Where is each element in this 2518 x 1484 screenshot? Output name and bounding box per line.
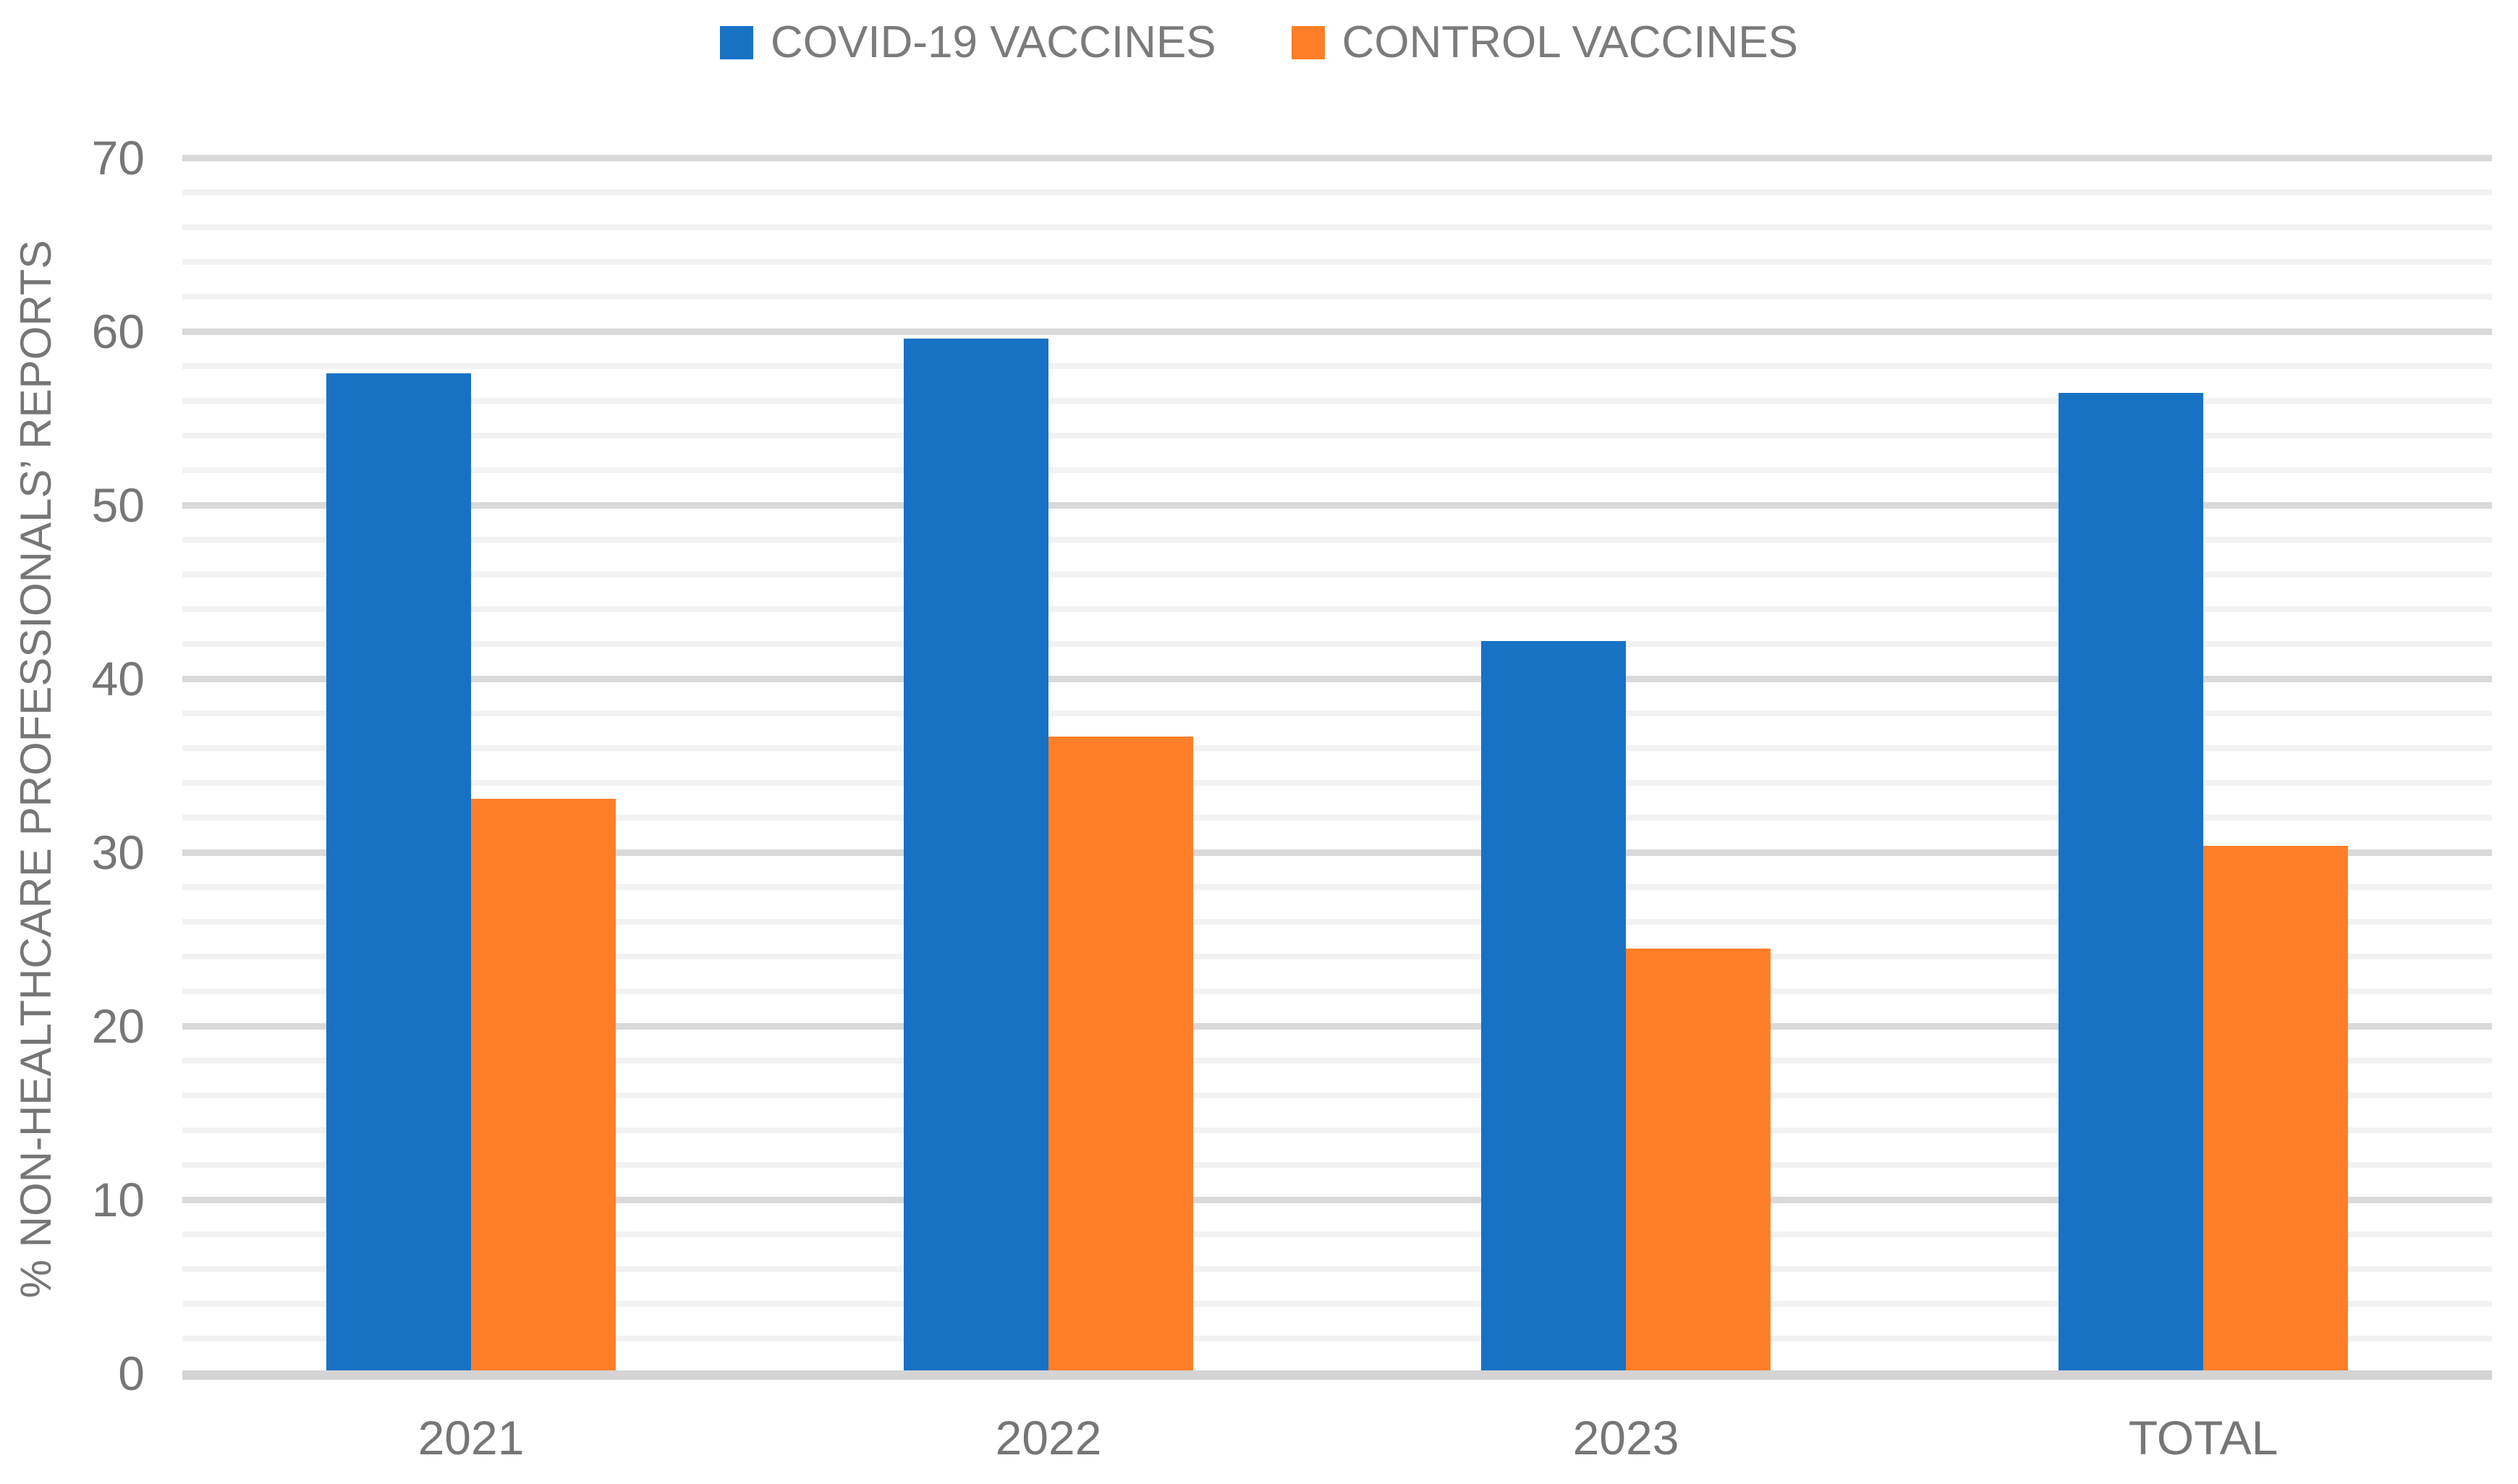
major-gridline-50 bbox=[182, 502, 2492, 509]
x-category-label-total: TOTAL bbox=[2128, 1411, 2279, 1464]
legend-item-covid-19-vaccines: COVID-19 VACCINES bbox=[720, 20, 1216, 65]
legend-swatch-icon bbox=[1291, 26, 1325, 59]
minor-gridline-2 bbox=[182, 1336, 2492, 1341]
y-tick-label-30: 30 bbox=[91, 826, 145, 879]
major-gridline-10 bbox=[182, 1197, 2492, 1203]
minor-gridline-46 bbox=[182, 572, 2492, 577]
y-tick-label-10: 10 bbox=[91, 1173, 145, 1226]
bar-covid-19-vaccines-2023 bbox=[1481, 641, 1626, 1370]
minor-gridline-22 bbox=[182, 988, 2492, 994]
x-category-label-2021: 2021 bbox=[417, 1411, 525, 1464]
x-category-label-2023: 2023 bbox=[1572, 1411, 1679, 1464]
y-tick-label-0: 0 bbox=[118, 1347, 145, 1400]
y-tick-label-50: 50 bbox=[91, 478, 145, 532]
bar-control-vaccines-2023 bbox=[1626, 948, 1771, 1370]
x-axis-line bbox=[182, 1370, 2492, 1380]
x-category-label-2022: 2022 bbox=[995, 1411, 1102, 1464]
minor-gridline-34 bbox=[182, 780, 2492, 786]
minor-gridline-18 bbox=[182, 1058, 2492, 1064]
legend-swatch-icon bbox=[720, 26, 753, 59]
minor-gridline-12 bbox=[182, 1162, 2492, 1168]
minor-gridline-8 bbox=[182, 1231, 2492, 1237]
bar-covid-19-vaccines-2022 bbox=[904, 339, 1048, 1370]
legend-label: CONTROL VACCINES bbox=[1341, 17, 1798, 67]
y-tick-label-20: 20 bbox=[91, 999, 145, 1053]
chart-legend: COVID-19 VACCINES CONTROL VACCINES bbox=[0, 10, 2518, 75]
y-tick-label-60: 60 bbox=[91, 305, 145, 358]
minor-gridline-16 bbox=[182, 1093, 2492, 1098]
y-tick-label-40: 40 bbox=[91, 652, 145, 705]
plot-area bbox=[182, 155, 2492, 1380]
minor-gridline-42 bbox=[182, 641, 2492, 647]
y-tick-label-70: 70 bbox=[91, 131, 145, 185]
major-gridline-30 bbox=[182, 849, 2492, 856]
minor-gridline-28 bbox=[182, 884, 2492, 890]
minor-gridline-68 bbox=[182, 190, 2492, 195]
bar-control-vaccines-2022 bbox=[1048, 737, 1193, 1370]
minor-gridline-58 bbox=[182, 363, 2492, 369]
minor-gridline-54 bbox=[182, 433, 2492, 438]
minor-gridline-36 bbox=[182, 745, 2492, 751]
legend-item-control-vaccines: CONTROL VACCINES bbox=[1291, 17, 1798, 67]
minor-gridline-64 bbox=[182, 259, 2492, 265]
minor-gridline-44 bbox=[182, 606, 2492, 612]
minor-gridline-48 bbox=[182, 537, 2492, 543]
bar-covid-19-vaccines-2021 bbox=[326, 373, 471, 1370]
bar-control-vaccines-total bbox=[2203, 846, 2348, 1370]
major-gridline-20 bbox=[182, 1023, 2492, 1030]
major-gridline-70 bbox=[182, 155, 2492, 161]
minor-gridline-66 bbox=[182, 224, 2492, 230]
major-gridline-40 bbox=[182, 676, 2492, 682]
minor-gridline-26 bbox=[182, 919, 2492, 925]
minor-gridline-52 bbox=[182, 467, 2492, 473]
minor-gridline-4 bbox=[182, 1301, 2492, 1307]
minor-gridline-24 bbox=[182, 954, 2492, 959]
major-gridline-60 bbox=[182, 328, 2492, 335]
minor-gridline-56 bbox=[182, 398, 2492, 404]
minor-gridline-14 bbox=[182, 1127, 2492, 1133]
bar-covid-19-vaccines-total bbox=[2059, 392, 2203, 1370]
bar-control-vaccines-2021 bbox=[471, 799, 616, 1370]
minor-gridline-6 bbox=[182, 1266, 2492, 1272]
minor-gridline-38 bbox=[182, 711, 2492, 716]
minor-gridline-32 bbox=[182, 815, 2492, 821]
minor-gridline-62 bbox=[182, 294, 2492, 300]
legend-label: COVID-19 VACCINES bbox=[771, 17, 1216, 67]
